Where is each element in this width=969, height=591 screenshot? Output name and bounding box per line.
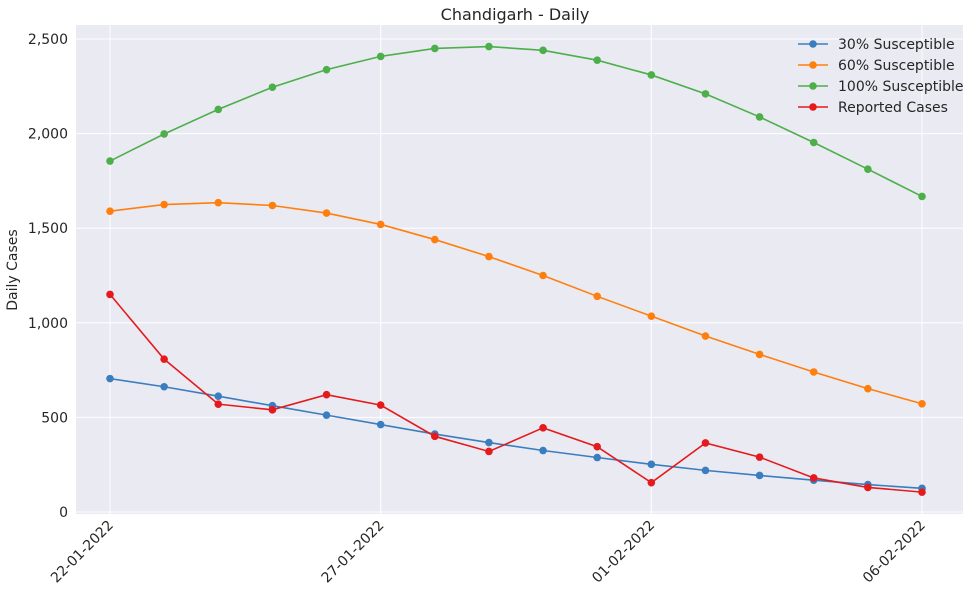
series-1 bbox=[106, 198, 926, 408]
data-point bbox=[918, 488, 926, 496]
legend-marker bbox=[809, 40, 817, 48]
data-point bbox=[701, 439, 710, 447]
series-line bbox=[109, 45, 923, 198]
legend-entry: 60% Susceptible bbox=[798, 58, 955, 74]
grid bbox=[76, 25, 963, 514]
legend-label: 30% Susceptible bbox=[838, 37, 955, 53]
x-tick-label: 22-01-2022 bbox=[48, 518, 117, 587]
y-tick-label: 500 bbox=[41, 410, 68, 426]
series-0 bbox=[106, 374, 926, 493]
data-point bbox=[376, 52, 385, 61]
plot-area bbox=[76, 25, 963, 514]
data-point bbox=[268, 406, 277, 414]
data-point bbox=[485, 42, 493, 51]
data-point bbox=[431, 235, 439, 244]
legend-entry: Reported Cases bbox=[798, 100, 948, 116]
data-point bbox=[755, 471, 764, 480]
data-point bbox=[539, 424, 547, 432]
legend-entry: 30% Susceptible bbox=[798, 37, 955, 53]
data-point bbox=[485, 447, 493, 456]
data-point bbox=[322, 411, 331, 419]
data-point bbox=[160, 382, 168, 391]
data-point bbox=[160, 130, 168, 138]
y-tick-label: 2,500 bbox=[28, 32, 68, 48]
data-point bbox=[755, 350, 764, 359]
data-point bbox=[539, 271, 547, 280]
series-line bbox=[109, 201, 923, 405]
x-tick-label: 27-01-2022 bbox=[319, 518, 388, 587]
legend-label: 100% Susceptible bbox=[838, 79, 964, 95]
x-tick-label: 01-02-2022 bbox=[589, 518, 658, 587]
data-point bbox=[214, 392, 223, 401]
series-3 bbox=[106, 290, 926, 496]
y-tick-label: 2,000 bbox=[28, 127, 68, 143]
data-point bbox=[431, 44, 439, 53]
chart-title: Chandigarh - Daily bbox=[441, 5, 590, 24]
data-point bbox=[593, 292, 601, 301]
legend-entry: 100% Susceptible bbox=[798, 79, 964, 95]
data-point bbox=[918, 399, 926, 408]
legend-marker bbox=[809, 82, 817, 90]
data-point bbox=[160, 200, 168, 209]
data-point bbox=[322, 390, 331, 399]
data-point bbox=[268, 83, 277, 92]
data-point bbox=[106, 374, 114, 383]
data-point bbox=[539, 46, 547, 55]
data-point bbox=[864, 165, 872, 173]
data-point bbox=[160, 355, 168, 363]
data-point bbox=[376, 401, 385, 409]
data-point bbox=[593, 442, 601, 451]
data-point bbox=[701, 332, 710, 340]
y-ticks: 0 500 1,000 1,500 2,000 2,500 bbox=[28, 32, 68, 521]
data-point bbox=[809, 138, 818, 147]
legend: 30% Susceptible 60% Susceptible 100% Susce… bbox=[798, 37, 964, 116]
data-point bbox=[214, 198, 223, 207]
data-point bbox=[918, 192, 926, 201]
x-tick-label: 06-02-2022 bbox=[860, 518, 929, 587]
data-point bbox=[647, 478, 656, 487]
data-point bbox=[593, 56, 601, 64]
data-point bbox=[322, 65, 331, 74]
data-point bbox=[214, 105, 223, 114]
series-2 bbox=[106, 42, 926, 201]
data-point bbox=[809, 368, 818, 376]
data-point bbox=[431, 432, 439, 441]
data-point bbox=[106, 207, 114, 215]
data-point bbox=[106, 157, 114, 165]
legend-label: Reported Cases bbox=[838, 100, 948, 116]
data-point bbox=[647, 312, 656, 320]
y-axis-label: Daily Cases bbox=[5, 229, 21, 310]
data-point bbox=[864, 483, 872, 492]
data-point bbox=[106, 290, 114, 299]
data-point bbox=[322, 209, 331, 217]
y-tick-label: 0 bbox=[59, 505, 68, 521]
series-line bbox=[109, 377, 923, 490]
data-point bbox=[539, 446, 547, 455]
data-point bbox=[214, 400, 223, 408]
data-point bbox=[485, 438, 493, 447]
legend-label: 60% Susceptible bbox=[838, 58, 955, 74]
data-point bbox=[376, 420, 385, 429]
data-point bbox=[864, 384, 872, 393]
data-point bbox=[701, 90, 710, 98]
series-layer bbox=[106, 42, 926, 496]
data-point bbox=[647, 71, 656, 79]
y-tick-label: 1,000 bbox=[28, 316, 68, 332]
data-point bbox=[485, 252, 493, 261]
data-point bbox=[755, 113, 764, 121]
legend-marker bbox=[809, 103, 817, 111]
legend-marker bbox=[809, 61, 817, 69]
x-ticks: 22-01-2022 27-01-2022 01-02-2022 06-02-2022 bbox=[48, 518, 929, 587]
data-point bbox=[593, 453, 601, 462]
data-point bbox=[701, 466, 710, 475]
data-point bbox=[809, 474, 818, 482]
data-point bbox=[647, 460, 656, 469]
series-line bbox=[109, 293, 923, 493]
data-point bbox=[376, 220, 385, 229]
data-point bbox=[268, 201, 277, 210]
y-tick-label: 1,500 bbox=[28, 221, 68, 237]
data-point bbox=[755, 453, 764, 461]
